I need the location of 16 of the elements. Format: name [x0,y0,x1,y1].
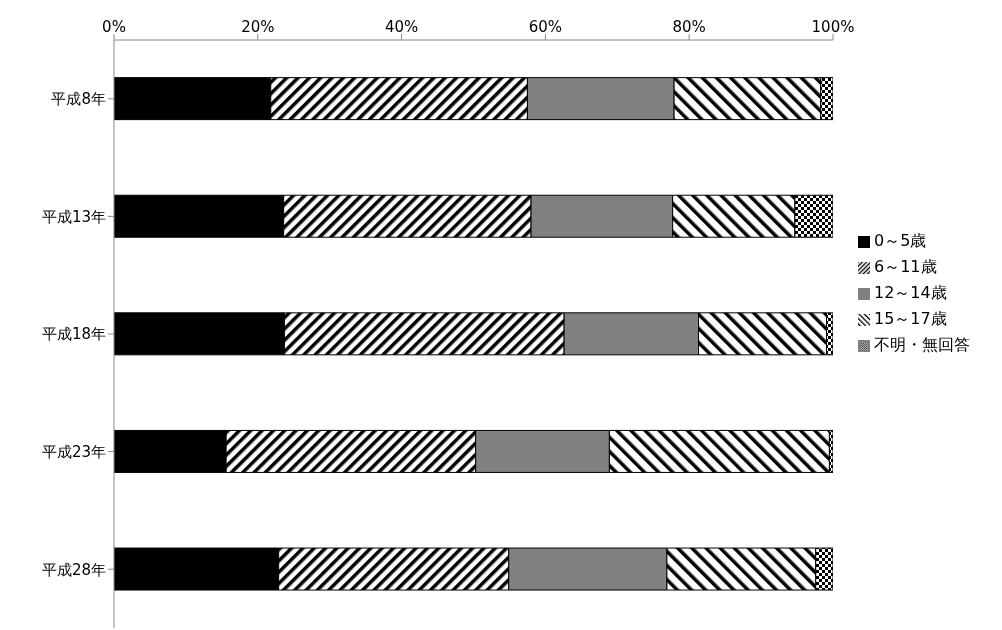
y-tick-label: 平成18年 [41,325,106,344]
y-tick-label: 平成23年 [41,442,106,461]
y-tick-label: 平成8年 [51,90,106,109]
x-tick-label: 60% [528,18,563,36]
legend-label: 15～17歳 [874,309,947,328]
x-tick-label: 0% [102,18,126,36]
x-tick-label: 80% [672,18,706,36]
legend-label: 6～11歳 [874,257,937,276]
y-tick-label: 平成28年 [41,560,106,579]
y-tick-label: 平成13年 [41,207,106,226]
x-tick-label: 20% [241,18,275,36]
legend-label: 不明・無回答 [874,335,970,354]
legend-label: 12～14歳 [874,283,947,302]
x-tick-label: 40% [384,18,419,36]
legend-label: 0～5歳 [874,231,927,250]
x-tick-label: 100% [811,18,855,36]
